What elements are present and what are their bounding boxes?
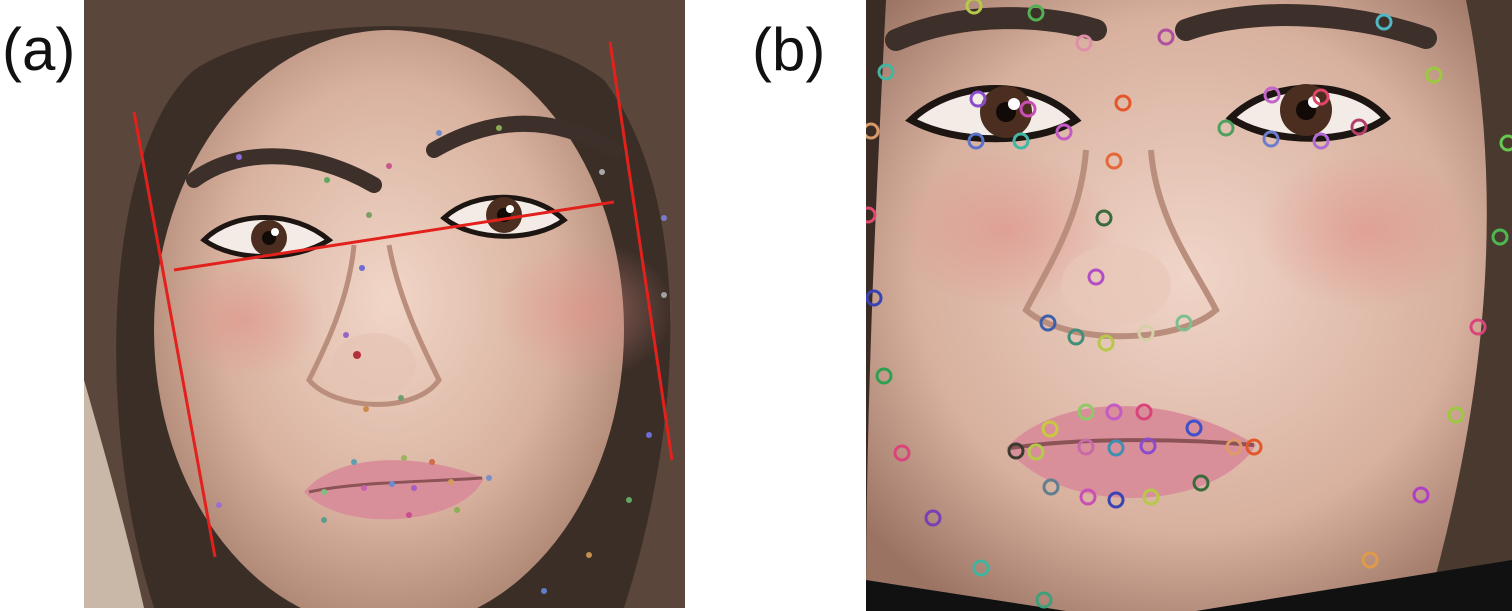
face-illustration-a [84,0,685,608]
panel-label-b: (b) [752,16,826,83]
face-edge-line-right [608,41,674,461]
alignment-lines [132,41,674,558]
wall-left [84,380,144,608]
eyebrow-left-b [885,7,1107,51]
eye-left-b [905,85,1082,143]
lips-b [1006,405,1256,498]
lips [304,460,484,520]
cheek-blush-left-b [896,150,1116,310]
landmark-dots-a [216,125,667,594]
face-illustration-b [866,0,1512,611]
panel-label-a: (a) [2,16,76,83]
hair-right-b [1426,0,1512,611]
cheek-blush-left [164,260,324,380]
eye-axis-line [173,200,615,272]
face-edge-line-left [132,111,217,558]
nose-b [1022,149,1220,340]
eyebrow-right-b [1175,4,1437,49]
eye-left [200,215,334,259]
landmark-circles-b [866,0,1512,609]
crop-corner-left [866,580,1066,611]
face-photo-b [866,0,1512,611]
hair-left-b [866,0,886,611]
crop-corner-right [1196,560,1512,611]
hair-shape [84,0,685,608]
face-photo-a [84,0,685,608]
face-skin [154,30,624,608]
cheek-blush-right-b [1256,150,1476,310]
cheek-blush-right [494,240,674,380]
eyebrow-right [426,115,622,158]
eyebrow-left [186,148,382,193]
nose [306,244,442,407]
